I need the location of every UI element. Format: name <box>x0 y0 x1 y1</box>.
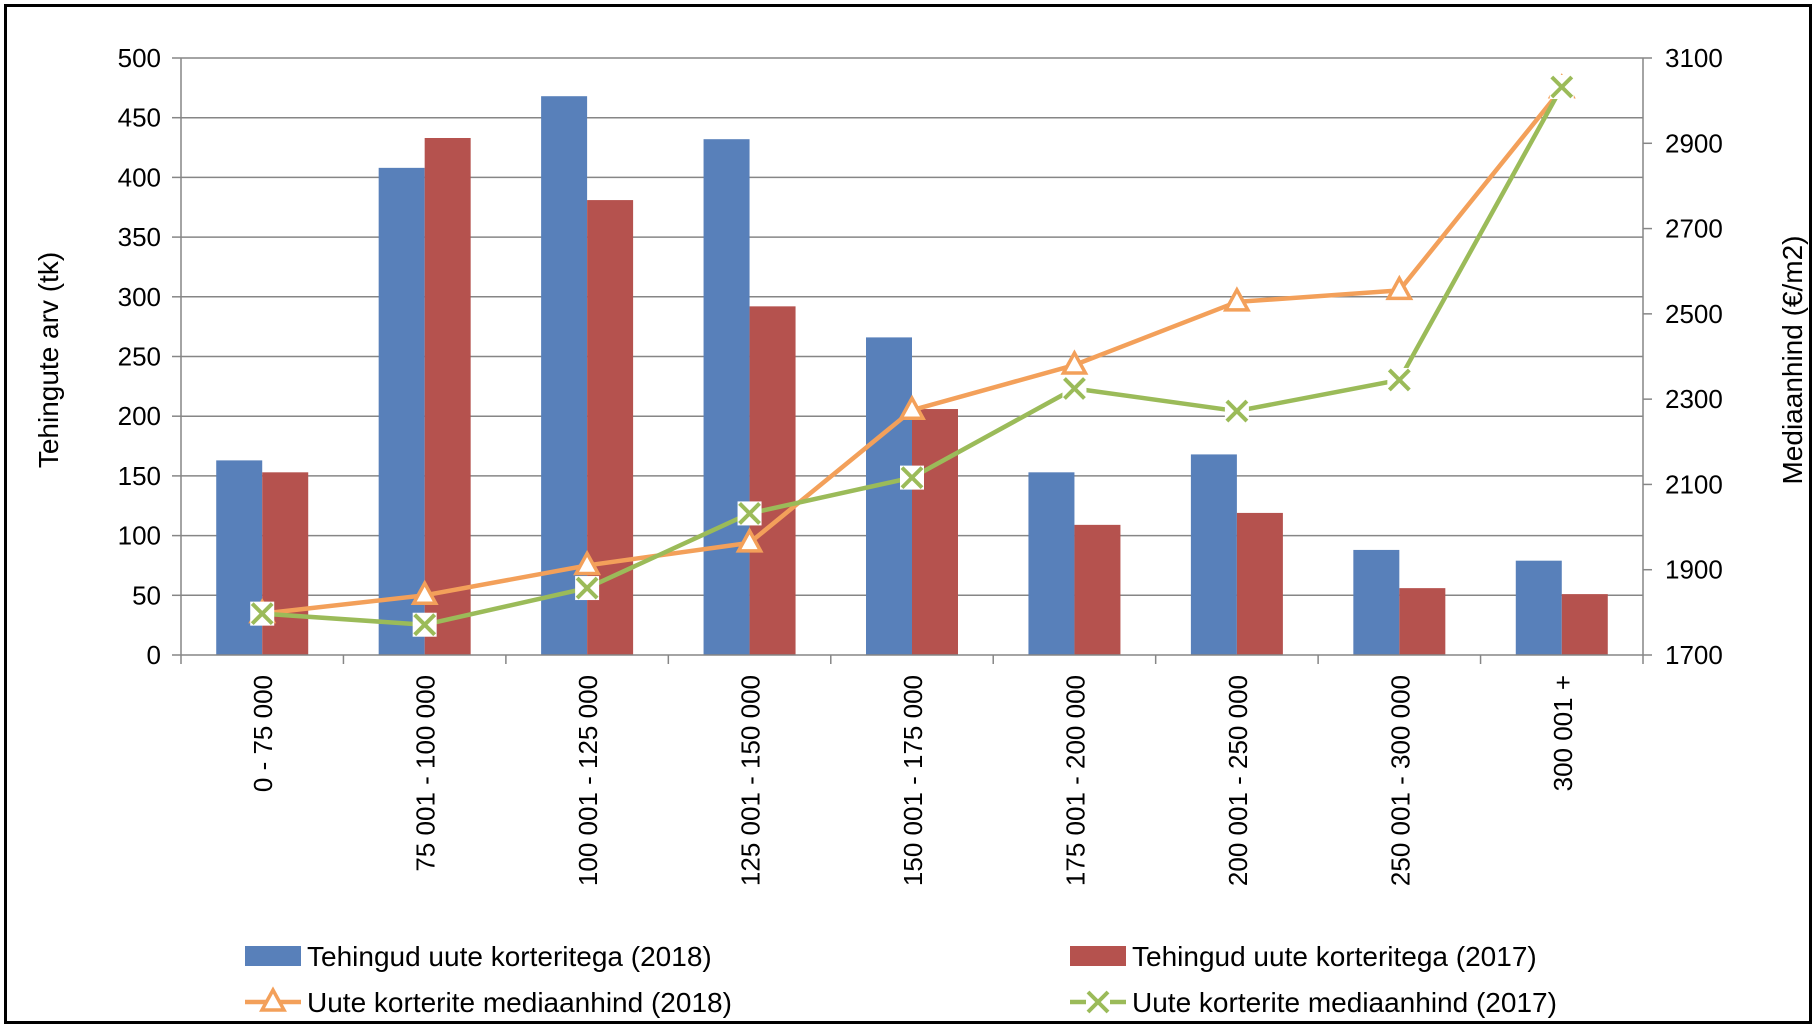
line-point <box>1222 286 1251 312</box>
legend-item: Tehingud uute korteritega (2017) <box>1070 941 1537 972</box>
line-point <box>1086 990 1110 1014</box>
bars <box>216 96 1608 656</box>
bar <box>703 139 750 655</box>
legend-label: Tehingud uute korteritega (2018) <box>307 941 712 972</box>
line-point <box>412 612 437 637</box>
y-tick-label: 500 <box>118 43 161 73</box>
tick-labels: 0 50 100 150 200 250 300 350 400 450 500 1700 1900 21… <box>118 43 1723 886</box>
y2-tick-label: 2500 <box>1665 299 1723 329</box>
y-tick-label: 0 <box>147 640 161 670</box>
line-point <box>1224 399 1249 424</box>
y2-tick-label: 1900 <box>1665 555 1723 585</box>
legend-label: Uute korterite mediaanhind (2018) <box>307 987 732 1018</box>
legend-item: Uute korterite mediaanhind (2017) <box>1070 987 1557 1018</box>
line-point <box>1549 74 1574 99</box>
line-point <box>1062 376 1087 401</box>
bar <box>866 337 912 655</box>
bar <box>1399 588 1446 655</box>
x-tick-label: 300 001 + <box>1548 675 1578 791</box>
bar <box>216 460 263 655</box>
legend-item: Tehingud uute korteritega (2018) <box>245 941 712 972</box>
legend-swatch <box>1070 946 1126 966</box>
bar <box>1353 549 1400 655</box>
bar <box>424 137 471 656</box>
bar <box>262 472 309 655</box>
y-axis-title: Tehingute arv (tk) <box>33 252 64 468</box>
y-tick-label: 300 <box>118 282 161 312</box>
y-tick-label: 200 <box>118 401 161 431</box>
legend-label: Tehingud uute korteritega (2017) <box>1132 941 1537 972</box>
y-tick-label: 400 <box>118 162 161 192</box>
line-point <box>1060 349 1089 375</box>
bar <box>1190 454 1237 655</box>
legend: Tehingud uute korteritega (2018) Tehingud… <box>245 941 1557 1018</box>
y-tick-label: 250 <box>118 342 161 372</box>
y-tick-label: 50 <box>132 580 161 610</box>
x-tick-label: 200 001 - 250 000 <box>1223 675 1253 886</box>
bar <box>1074 524 1121 655</box>
line-point <box>735 527 764 553</box>
legend-item: Uute korterite mediaanhind (2018) <box>245 986 732 1018</box>
line-point <box>250 601 275 626</box>
bar <box>1561 594 1608 655</box>
x-tick-label: 75 001 - 100 000 <box>411 675 441 872</box>
y2-tick-label: 2700 <box>1665 214 1723 244</box>
bar <box>1236 512 1283 655</box>
y2-tick-label: 1700 <box>1665 640 1723 670</box>
legend-swatch <box>245 946 301 966</box>
x-tick-label: 125 001 - 150 000 <box>736 675 766 886</box>
line-point <box>737 501 762 526</box>
bar <box>378 167 425 655</box>
bar <box>912 409 958 655</box>
y2-tick-label: 3100 <box>1665 43 1723 73</box>
x-tick-label: 150 001 - 175 000 <box>898 675 928 886</box>
line-point <box>900 465 924 490</box>
line-point <box>259 986 287 1012</box>
lines <box>248 73 1576 637</box>
legend-label: Uute korterite mediaanhind (2017) <box>1132 987 1557 1018</box>
x-tick-label: 250 001 - 300 000 <box>1385 675 1415 886</box>
bar <box>749 306 796 655</box>
bar <box>1028 472 1075 655</box>
line-point <box>1385 274 1414 301</box>
line-point <box>410 579 439 606</box>
y2-axis-title: Mediaanhind (€/m2) <box>1777 235 1808 484</box>
y-tick-label: 100 <box>118 521 161 551</box>
y2-tick-label: 2900 <box>1665 128 1723 158</box>
y-tick-label: 350 <box>118 222 161 252</box>
y-tick-label: 150 <box>118 461 161 491</box>
bar <box>541 96 588 655</box>
axes <box>172 57 1652 664</box>
line-point <box>575 576 600 601</box>
y2-tick-label: 2300 <box>1665 384 1723 414</box>
line-point <box>1387 367 1412 392</box>
x-tick-label: 0 - 75 000 <box>248 675 278 792</box>
x-tick-label: 100 001 - 125 000 <box>573 675 603 886</box>
bar <box>1515 560 1562 655</box>
x-tick-label: 175 001 - 200 000 <box>1060 675 1090 886</box>
y-tick-label: 450 <box>118 103 161 133</box>
y2-tick-label: 2100 <box>1665 469 1723 499</box>
line-point <box>573 549 602 576</box>
line-point <box>898 394 926 420</box>
